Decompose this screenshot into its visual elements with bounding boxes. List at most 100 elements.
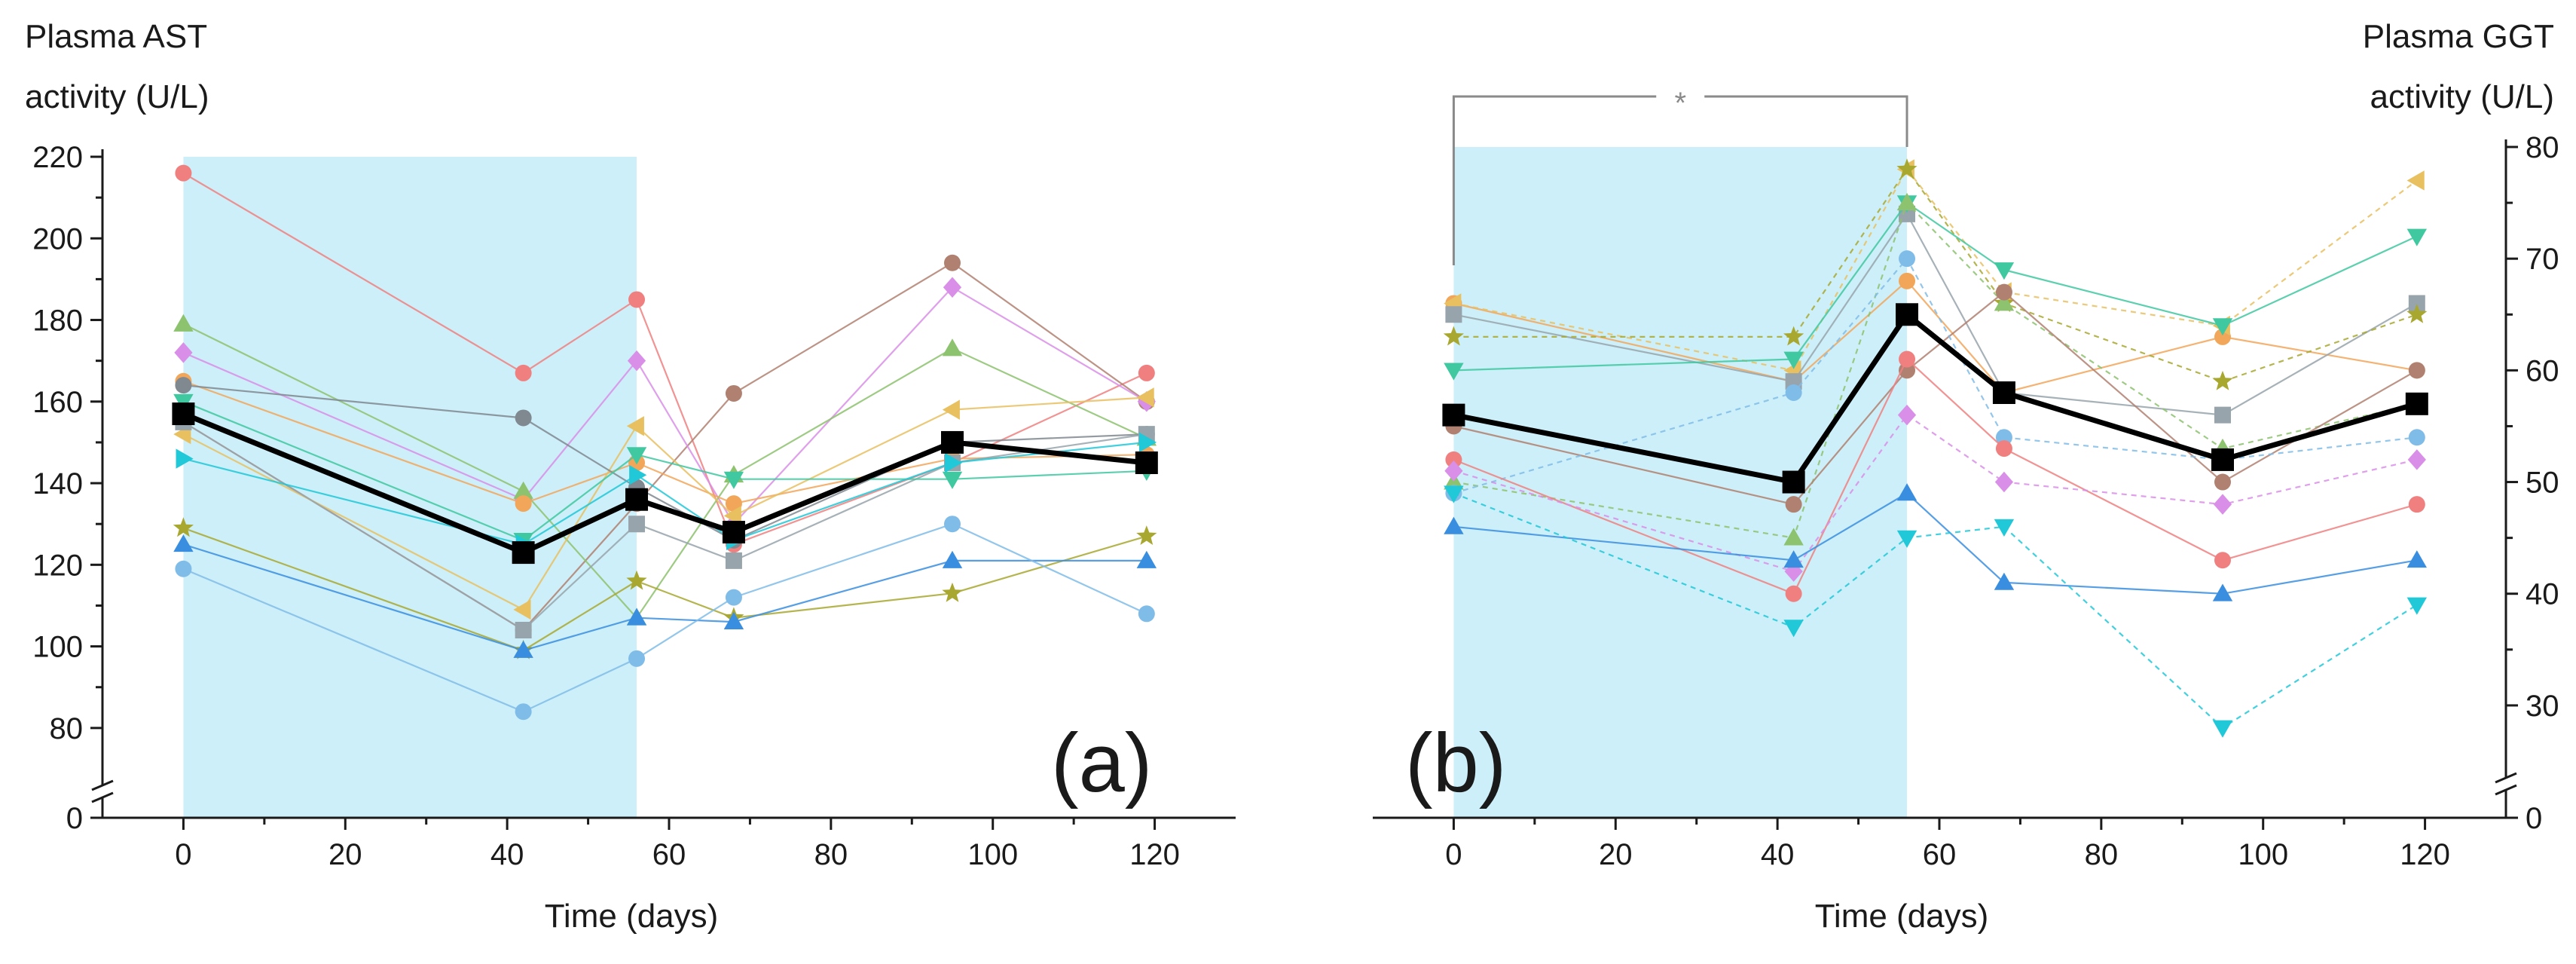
mean-point <box>2211 448 2234 471</box>
y-tick-label: 120 <box>32 549 83 582</box>
mean-point <box>1135 451 1158 474</box>
series-line <box>1453 201 2418 539</box>
data-point <box>1896 192 1917 210</box>
y-tick-label: 50 <box>2526 467 2559 500</box>
data-point <box>1444 516 1464 534</box>
data-point <box>2406 304 2428 323</box>
data-point <box>2406 550 2428 568</box>
data-point <box>1783 351 1804 369</box>
y-tick-label: 80 <box>2526 131 2559 164</box>
y-tick-label: 140 <box>32 467 83 500</box>
mean-point <box>1442 403 1465 427</box>
mean-point <box>625 488 649 511</box>
data-point <box>1783 326 1804 346</box>
data-point <box>725 589 742 606</box>
series-S12 <box>1444 485 2428 738</box>
data-point <box>513 640 533 658</box>
data-point <box>2213 494 2232 515</box>
data-point <box>626 447 647 465</box>
data-point <box>2214 552 2231 569</box>
mean-point <box>941 430 964 454</box>
mean-point <box>2405 392 2428 415</box>
y-axis-title-line2: activity (U/L) <box>2370 78 2554 115</box>
data-point <box>626 570 647 590</box>
data-point <box>725 495 742 513</box>
data-point <box>2408 429 2425 446</box>
data-point <box>2408 295 2425 312</box>
data-point <box>1785 384 1802 401</box>
data-point <box>174 342 193 363</box>
mean-series <box>172 402 1158 565</box>
data-point <box>2212 318 2233 336</box>
data-point <box>1785 496 1802 513</box>
data-point <box>944 516 961 533</box>
data-point <box>725 384 742 402</box>
mean-point <box>512 541 535 565</box>
series-line <box>1453 280 2417 394</box>
axis-break-mark <box>2495 784 2517 796</box>
data-point <box>1994 293 2015 311</box>
series-S12 <box>173 534 1157 658</box>
data-point <box>1136 525 1157 545</box>
series-line <box>1453 291 2418 506</box>
data-point <box>175 560 192 577</box>
mean-point <box>1782 470 1805 494</box>
data-point <box>173 314 194 332</box>
y-tick-label: 30 <box>2526 690 2559 723</box>
data-point <box>173 534 194 552</box>
data-point <box>515 703 532 721</box>
data-point <box>513 481 533 499</box>
data-point <box>1444 363 1464 381</box>
data-point <box>1899 250 1916 268</box>
axis-break-mark <box>2495 772 2517 784</box>
data-point <box>1783 550 1804 568</box>
data-point <box>1785 585 1802 602</box>
series-line <box>1453 212 2418 416</box>
data-point <box>515 364 532 381</box>
series-line <box>182 396 1147 611</box>
y-axis-title-line1: Plasma GGT <box>2363 18 2554 55</box>
data-point <box>628 650 646 667</box>
data-point <box>2406 597 2428 615</box>
data-point <box>1897 404 1917 426</box>
mean-point <box>172 402 195 426</box>
data-point <box>513 599 531 620</box>
treatment-period-shade <box>183 157 637 818</box>
data-point <box>2406 228 2428 246</box>
data-point <box>723 471 744 489</box>
data-point <box>942 338 963 357</box>
mean-point <box>722 521 745 544</box>
data-point <box>175 164 192 182</box>
data-point <box>1444 485 1464 503</box>
y-tick-label: 80 <box>50 712 84 745</box>
data-point <box>723 506 741 526</box>
x-tick-label: 40 <box>1761 838 1795 871</box>
data-point <box>1896 483 1917 501</box>
data-point <box>2408 362 2425 379</box>
series-line <box>182 523 1147 713</box>
data-point <box>515 409 532 427</box>
y-tick-label: 200 <box>32 222 83 256</box>
y-axis-title-line2: activity (U/L) <box>25 78 209 115</box>
x-axis-title: Time (days) <box>545 898 719 935</box>
series-line <box>1453 167 2418 372</box>
data-point <box>1138 432 1157 453</box>
panel-label: (a) <box>1051 717 1152 809</box>
x-tick-label: 20 <box>1599 838 1633 871</box>
x-tick-label: 60 <box>1923 838 1957 871</box>
data-point <box>626 607 647 626</box>
treatment-period-shade <box>1453 147 1908 818</box>
y-tick-label: 160 <box>32 386 83 419</box>
y-tick-label: 220 <box>32 141 83 174</box>
data-point <box>1138 605 1155 623</box>
series-line <box>182 323 1147 620</box>
data-point <box>945 452 963 473</box>
mean-line <box>1453 311 2418 485</box>
significance-label-bg <box>1656 81 1705 112</box>
data-point <box>1899 350 1916 368</box>
x-tick-label: 0 <box>1445 838 1462 871</box>
series-line <box>1453 257 2417 494</box>
data-point <box>1994 519 2015 537</box>
series-S11 <box>1444 483 2428 601</box>
